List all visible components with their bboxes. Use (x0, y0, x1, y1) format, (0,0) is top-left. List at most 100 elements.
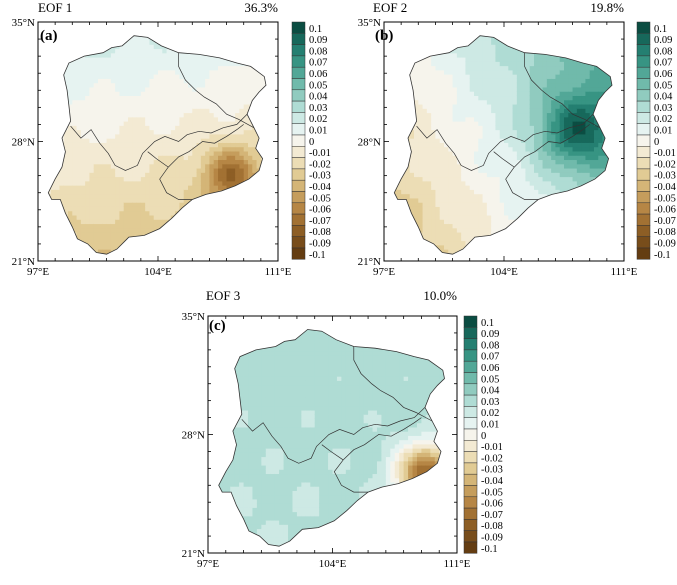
colorbar-swatch (291, 123, 306, 136)
field-cell (525, 86, 531, 92)
field-cell (546, 155, 552, 161)
field-cell (474, 129, 479, 135)
field-cell (534, 116, 539, 122)
field-cell (192, 116, 198, 122)
field-cell (222, 150, 228, 156)
field-cell (252, 103, 258, 109)
field-cell (456, 231, 462, 237)
field-cell (205, 48, 211, 54)
field-cell (153, 214, 159, 220)
field-cell (418, 244, 424, 250)
field-cell (495, 159, 501, 165)
field-cell (265, 57, 266, 62)
field-cell (542, 57, 548, 62)
field-cell (205, 206, 211, 212)
field-cell (239, 193, 245, 199)
field-cell (222, 210, 228, 216)
field-cell (394, 129, 398, 135)
field-cell (158, 27, 163, 32)
field-cell (422, 253, 428, 255)
field-cell (72, 227, 78, 233)
field-cell (106, 185, 112, 190)
field-cell (260, 95, 266, 101)
field-cell (461, 167, 467, 173)
field-cell (136, 99, 142, 105)
field-cell (162, 202, 168, 207)
field-cell (140, 150, 146, 156)
field-cell (248, 253, 253, 255)
field-cell (265, 103, 266, 109)
field-cell (469, 82, 475, 88)
field-cell (534, 91, 539, 97)
field-cell (98, 180, 103, 186)
field-cell (444, 138, 449, 143)
field-cell (396, 167, 402, 173)
field-cell (396, 108, 402, 114)
field-cell (260, 78, 266, 84)
field-cell (427, 27, 432, 32)
field-cell (222, 180, 228, 186)
field-cell (431, 65, 437, 71)
field-cell (394, 138, 398, 143)
field-cell (414, 91, 419, 97)
field-cell (175, 103, 181, 109)
field-cell (209, 99, 215, 105)
field-cell (491, 112, 497, 118)
field-cell (68, 163, 73, 169)
field-cell (504, 155, 509, 161)
field-cell (166, 57, 172, 62)
field-cell (119, 27, 124, 32)
field-cell (486, 48, 492, 54)
field-cell (153, 206, 159, 212)
field-cell (205, 189, 211, 195)
field-cell (405, 125, 411, 131)
field-cell (422, 210, 428, 216)
field-cell (85, 27, 90, 32)
field-cell (162, 176, 168, 182)
field-cell (491, 116, 497, 122)
field-cell (516, 69, 522, 75)
field-cell (499, 189, 505, 195)
field-cell (256, 78, 262, 84)
field-cell (205, 231, 211, 237)
field-cell (175, 244, 181, 250)
field-cell (222, 219, 228, 225)
field-cell (499, 159, 505, 165)
field-cell (68, 44, 73, 50)
field-cell (80, 189, 86, 195)
field-cell (136, 116, 142, 122)
field-cell (456, 253, 462, 255)
field-cell (260, 180, 266, 186)
colorbar-swatch (291, 33, 306, 45)
field-cell (63, 227, 69, 233)
field-cell (196, 86, 202, 92)
field-cell (205, 172, 211, 178)
field-cell (162, 78, 168, 84)
field-cell (452, 219, 458, 225)
field-cell (68, 74, 73, 79)
field-cell (538, 210, 544, 216)
field-cell (192, 219, 198, 225)
field-cell (166, 39, 172, 45)
field-cell (529, 82, 535, 88)
field-cell (55, 61, 61, 67)
field-cell (521, 227, 527, 233)
field-cell (461, 172, 467, 178)
field-cell (516, 125, 522, 131)
field-cell (394, 240, 398, 246)
field-cell (89, 48, 95, 54)
field-cell (145, 65, 151, 71)
field-cell (213, 189, 219, 195)
field-cell (98, 133, 103, 139)
field-cell (516, 82, 522, 88)
field-cell (230, 48, 236, 54)
field-cell (431, 99, 437, 105)
field-cell (158, 189, 163, 195)
field-cell (422, 103, 428, 109)
field-cell (448, 202, 454, 207)
field-cell (448, 227, 454, 233)
field-cell (222, 214, 228, 220)
field-cell (521, 202, 527, 207)
field-cell (230, 69, 236, 75)
